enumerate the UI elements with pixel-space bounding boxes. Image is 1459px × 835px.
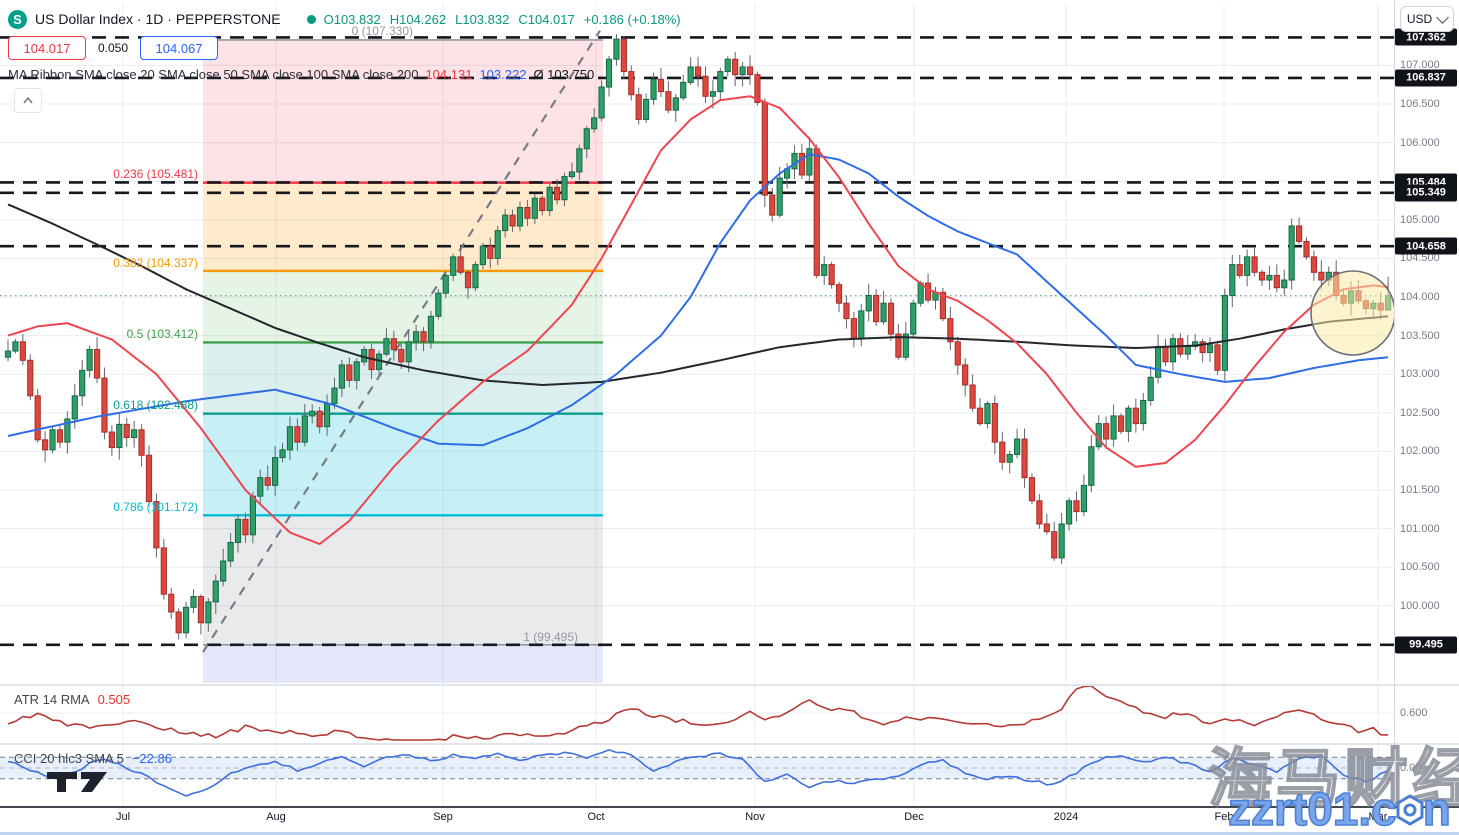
sell-button[interactable]: 104.017 [8, 36, 86, 60]
ohlc-high: H104.262 [389, 11, 447, 27]
price-axis-tick[interactable]: 107.000 [1400, 59, 1440, 72]
price-axis-tick[interactable]: 102.500 [1400, 406, 1440, 419]
ma-line-sma20[interactable] [7, 95, 1389, 546]
ohlc-close: C104.017 [518, 11, 575, 27]
price-level-label[interactable]: 104.658 [1395, 237, 1457, 255]
price-axis-tick[interactable]: 100.000 [1400, 599, 1440, 612]
tradingview-logo-icon[interactable] [45, 770, 133, 794]
atr-axis-tick[interactable]: 0.600 [1400, 707, 1428, 719]
price-level-label[interactable]: 99.495 [1395, 636, 1457, 654]
market-status-icon [306, 14, 316, 24]
atr-legend[interactable]: ATR 14 RMA 0.505 [14, 692, 130, 707]
cci-legend[interactable]: CCI 20 hlc3 SMA 5 −22.86 [14, 751, 172, 766]
watermark-url: zzrt01.c n [1227, 782, 1452, 835]
fib-label-0: 0 (107.330) [351, 24, 413, 38]
price-level-label[interactable]: 107.362 [1395, 28, 1457, 46]
collapse-legend-button[interactable] [14, 88, 42, 113]
price-axis-tick[interactable]: 101.500 [1400, 484, 1440, 496]
atr-label: ATR 14 RMA [14, 692, 90, 707]
window-bottom-edge [0, 832, 1459, 835]
price-axis-tick[interactable]: 102.000 [1400, 445, 1440, 458]
ma-line-sma50[interactable] [7, 153, 1389, 447]
price-axis-tick[interactable]: 104.500 [1400, 252, 1440, 265]
price-level-label[interactable]: 106.837 [1395, 69, 1457, 87]
chevron-up-icon [23, 97, 33, 104]
price-axis-tick[interactable]: 103.500 [1400, 329, 1440, 342]
time-axis-label-2024[interactable]: 2024 [1053, 811, 1079, 823]
fib-label-0.236: 0.236 (105.481) [113, 167, 198, 181]
price-level-lines[interactable] [0, 36, 1394, 647]
watermark-url-right: n [1422, 782, 1452, 835]
currency-dropdown[interactable]: USD [1400, 6, 1454, 32]
fib-label-1: 1 (99.495) [523, 630, 578, 644]
time-axis-label-jul[interactable]: Jul [115, 811, 131, 823]
trend-line-drawing[interactable] [202, 30, 601, 653]
ohlc-change: +0.186 (+0.18%) [583, 11, 681, 27]
fib-label-0.618: 0.618 (102.488) [113, 398, 198, 412]
price-axis-border [1394, 0, 1395, 806]
cci-value: −22.86 [131, 751, 172, 766]
time-axis-label-feb[interactable]: Feb [1214, 811, 1234, 823]
ohlc-values: O103.832 H104.262 L103.832 C104.017 +0.1… [324, 12, 681, 27]
price-axis-tick[interactable]: 101.000 [1400, 522, 1440, 535]
ma-value-average: Ø 103.750 [533, 67, 595, 82]
cci-axis-tick[interactable]: 0.00 [1400, 762, 1422, 774]
watermark-url-left: zzrt01.c [1227, 782, 1397, 835]
chevron-down-icon [1436, 10, 1450, 24]
trade-widget: 104.017 0.050 104.067 [8, 36, 219, 60]
time-axis-label-mar[interactable]: Mar [1368, 811, 1388, 823]
ma-value-sma50: 103.222 [479, 67, 527, 82]
price-axis-tick[interactable]: 106.000 [1400, 136, 1440, 149]
highlight-circle-drawing[interactable] [1310, 270, 1395, 356]
ma-ribbon-legend[interactable]: MA Ribbon SMA close 20 SMA close 50 SMA … [8, 67, 594, 82]
currency-label: USD [1406, 12, 1433, 26]
pane-separator-atr[interactable] [0, 684, 1459, 686]
time-axis-label-sep[interactable]: Sep [433, 811, 453, 823]
fib-retracement-drawing[interactable] [203, 39, 603, 683]
ma-value-sma20: 104.131 [425, 67, 473, 82]
spread-value: 0.050 [86, 41, 141, 55]
time-axis-label-dec[interactable]: Dec [904, 811, 924, 823]
atr-plot[interactable] [7, 685, 1389, 741]
fib-label-0.5: 0.5 (103.412) [126, 327, 198, 341]
cci-label: CCI 20 hlc3 SMA 5 [14, 751, 124, 766]
price-axis-tick[interactable]: 105.000 [1400, 213, 1440, 226]
ohlc-open: O103.832 [323, 11, 381, 27]
price-axis-tick[interactable]: 103.000 [1400, 368, 1440, 381]
time-axis-label-oct[interactable]: Oct [587, 811, 605, 823]
fib-label-0.382: 0.382 (104.337) [113, 256, 198, 270]
time-axis-border [0, 806, 1459, 808]
hexagon-nut-icon [1396, 794, 1424, 826]
cci-plot[interactable] [0, 748, 1394, 797]
symbol-logo-icon: S [8, 9, 27, 29]
price-axis-tick[interactable]: 104.000 [1400, 291, 1440, 303]
price-level-label[interactable]: 105.349 [1395, 184, 1457, 202]
ma-line-sma200[interactable] [7, 203, 1389, 387]
symbol-legend[interactable]: S US Dollar Index · 1D · PEPPERSTONE O10… [8, 8, 681, 30]
price-axis-tick[interactable]: 106.500 [1400, 98, 1440, 110]
buy-button[interactable]: 104.067 [140, 36, 219, 60]
atr-value: 0.505 [97, 692, 131, 707]
time-axis-label-nov[interactable]: Nov [745, 811, 765, 823]
symbol-title: US Dollar Index · 1D · PEPPERSTONE [35, 11, 281, 27]
ma-ribbon-title: MA Ribbon SMA close 20 SMA close 50 SMA … [8, 67, 419, 82]
ohlc-low: L103.832 [455, 11, 510, 27]
price-axis-tick[interactable]: 100.500 [1400, 561, 1440, 574]
pane-separator-cci[interactable] [0, 743, 1459, 745]
time-axis-label-aug[interactable]: Aug [266, 811, 286, 823]
fib-label-0.786: 0.786 (101.172) [113, 500, 198, 514]
